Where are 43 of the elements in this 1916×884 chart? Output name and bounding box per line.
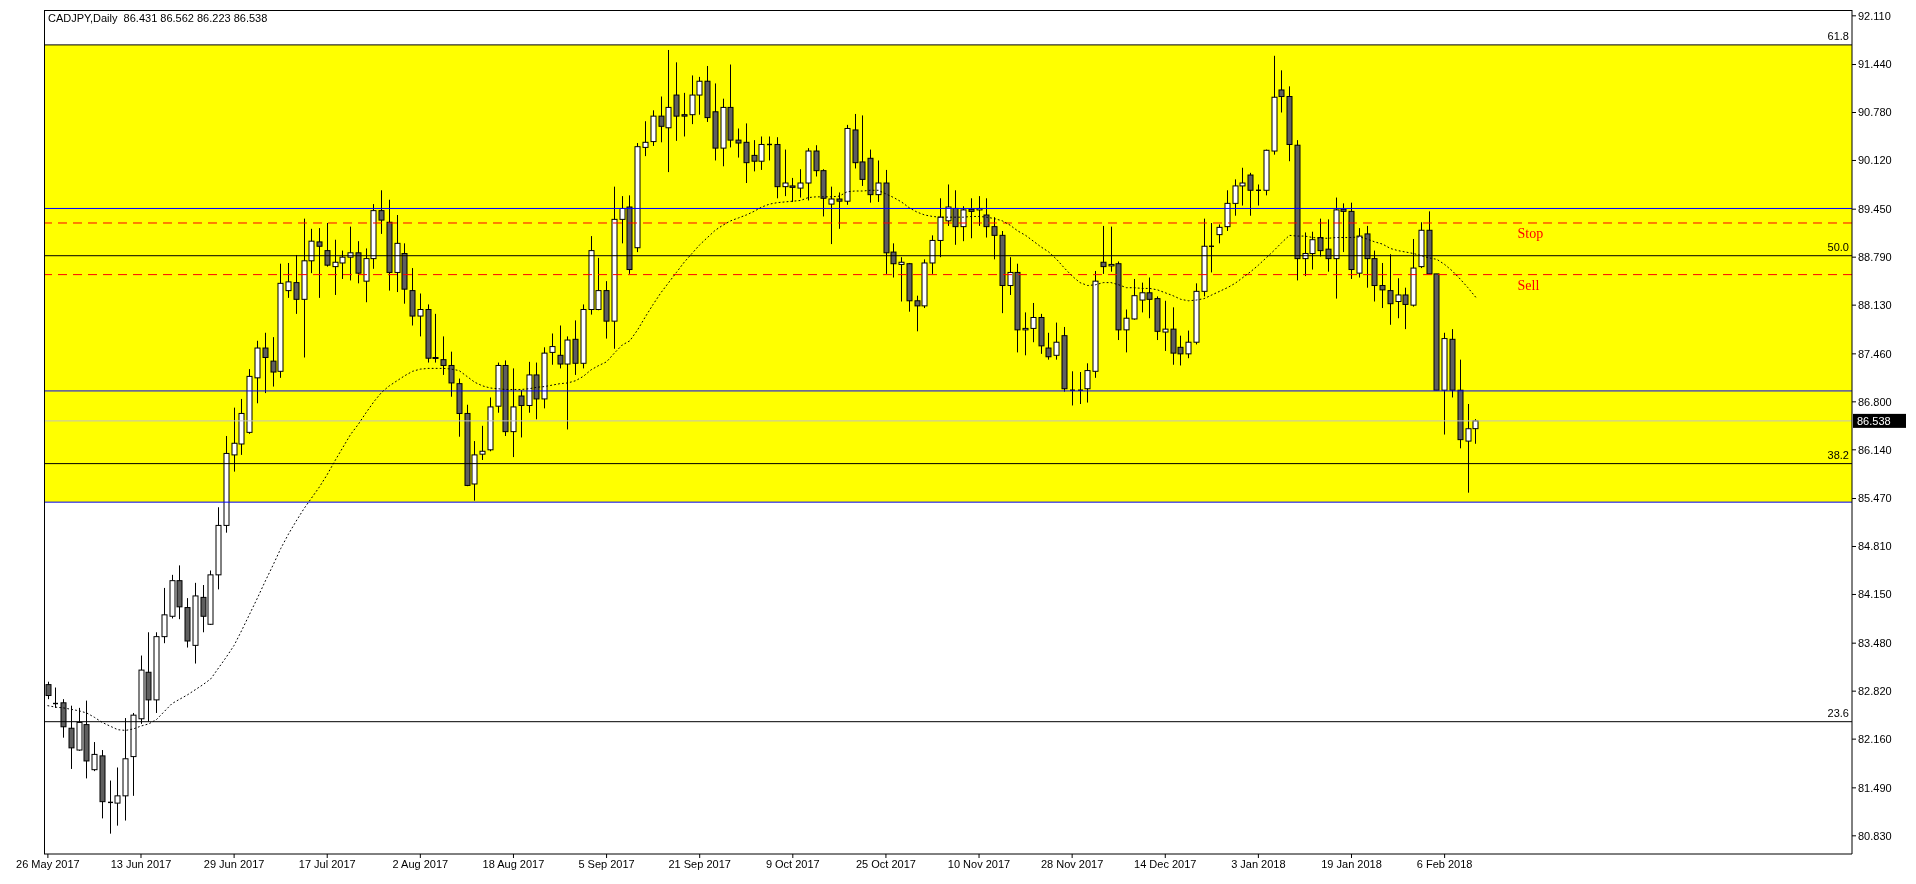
x-tick-label: 9 Oct 2017 <box>765 857 820 870</box>
y-tick-label: 88.790 <box>1858 251 1892 264</box>
x-tick-label: 14 Dec 2017 <box>1134 857 1197 870</box>
y-tick-label: 88.130 <box>1858 299 1892 312</box>
ref-line-label: Stop <box>1517 226 1544 241</box>
ref-line-label: 86.538 <box>1857 414 1891 427</box>
y-tick-label: 82.820 <box>1858 685 1892 698</box>
x-tick-label: 6 Feb 2018 <box>1416 857 1473 870</box>
y-tick-label: 82.160 <box>1858 733 1892 746</box>
x-tick-label: 28 Nov 2017 <box>1040 857 1104 870</box>
y-tick-label: 85.470 <box>1858 492 1892 505</box>
y-tick-label: 89.450 <box>1858 203 1892 216</box>
candlestick <box>1216 223 1223 244</box>
y-tick-label: 87.460 <box>1858 347 1892 360</box>
x-tick-label: 10 Nov 2017 <box>947 857 1011 870</box>
x-tick-label: 29 Jun 2017 <box>203 857 265 870</box>
annotation: 61.8 <box>1827 29 1849 43</box>
y-tick-label: 84.150 <box>1858 588 1892 601</box>
x-tick-label: 21 Sep 2017 <box>668 857 731 870</box>
x-tick-label: 25 Oct 2017 <box>855 857 916 870</box>
y-tick-label: 92.110 <box>1858 9 1891 22</box>
x-tick-label: 3 Jan 2018 <box>1231 857 1286 870</box>
x-tick-label: 17 Jul 2017 <box>298 857 356 870</box>
annotation: 23.6 <box>1827 706 1849 720</box>
chart-title: CADJPY,Daily 86.431 86.562 86.223 86.538 <box>48 12 268 25</box>
x-tick-label: 26 May 2017 <box>16 857 80 870</box>
y-tick-label: 81.490 <box>1858 781 1892 794</box>
x-tick-label: 19 Jan 2018 <box>1321 857 1382 870</box>
y-tick-label: 80.830 <box>1858 829 1892 842</box>
x-tick-label: 2 Aug 2017 <box>392 857 449 870</box>
x-tick-label: 18 Aug 2017 <box>482 857 545 870</box>
x-tick-label: 13 Jun 2017 <box>110 857 172 870</box>
annotation: 38.2 <box>1827 448 1849 462</box>
y-tick-label: 90.780 <box>1858 106 1892 119</box>
annotation: 50.0 <box>1827 240 1849 254</box>
y-tick-label: 90.120 <box>1858 154 1892 167</box>
y-tick-label: 86.140 <box>1858 443 1892 456</box>
y-tick-label: 91.440 <box>1858 58 1892 71</box>
x-tick-label: 5 Sep 2017 <box>578 857 635 870</box>
y-tick-label: 84.810 <box>1858 540 1892 553</box>
y-tick-label: 86.800 <box>1858 395 1892 408</box>
ref-line-label: Sell <box>1517 277 1540 293</box>
y-tick-label: 83.480 <box>1858 637 1892 650</box>
